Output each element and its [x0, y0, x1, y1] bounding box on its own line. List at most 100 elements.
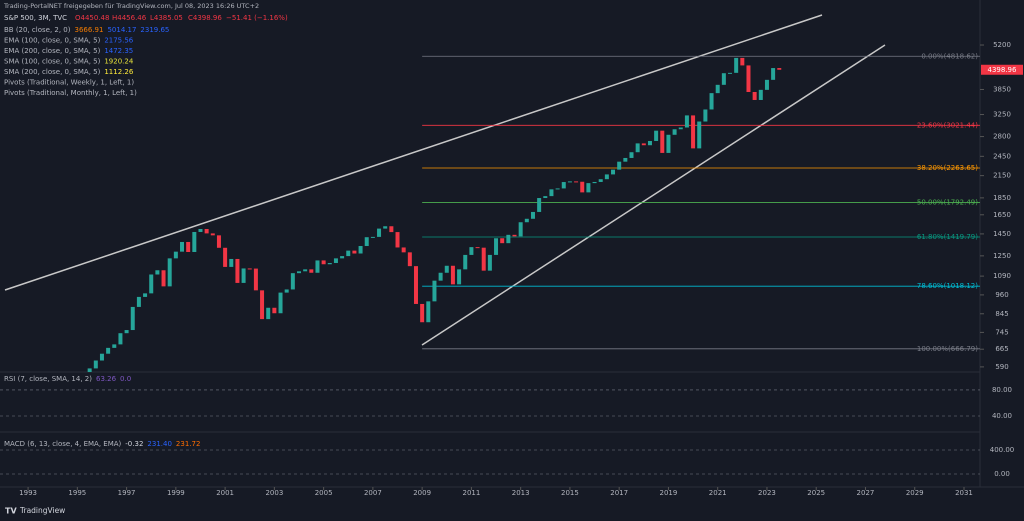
candle [229, 258, 234, 267]
trend-line [4, 14, 823, 291]
indicator-name: BB (20, close, 2, 0) [4, 26, 71, 34]
candle [672, 129, 677, 135]
candle [124, 330, 129, 334]
candle [641, 143, 646, 146]
x-tick-label: 2005 [315, 489, 333, 497]
candle [87, 368, 92, 372]
candle [340, 256, 345, 259]
fib-label: 78.60%(1018.12) [917, 282, 978, 290]
candle [691, 115, 696, 149]
x-tick-label: 1997 [118, 489, 136, 497]
candle [728, 72, 733, 74]
indicator-name: Pivots (Traditional, Monthly, 1, Left, 1… [4, 89, 137, 97]
candle [457, 269, 462, 285]
pane-value: 231.40 [147, 440, 172, 448]
candle [647, 140, 652, 146]
candle [463, 254, 468, 270]
candle [112, 344, 117, 348]
brand-logo: TV [5, 507, 17, 516]
candle [272, 307, 277, 314]
candle [543, 196, 548, 199]
candle [654, 130, 659, 141]
candle [469, 247, 474, 255]
candle [186, 241, 191, 253]
x-tick-label: 2029 [906, 489, 924, 497]
candle [346, 250, 351, 257]
y-tick-label: 80.00 [992, 386, 1012, 394]
y-tick-label: 1450 [993, 230, 1011, 238]
indicator-value: 2319.65 [140, 26, 169, 34]
candle [253, 268, 258, 291]
indicator-name: SMA (200, close, 0, SMA, 5) [4, 68, 101, 76]
candle [180, 241, 185, 252]
ohlc-value: L4385.05 [150, 14, 183, 22]
candle [629, 152, 634, 158]
candle [426, 301, 431, 323]
y-tick-label: 2450 [993, 152, 1011, 160]
fib-label: 0.00%(4818.62) [921, 52, 978, 60]
y-tick-label: 5200 [993, 41, 1011, 49]
x-tick-label: 2009 [413, 489, 431, 497]
indicator-value: 5014.17 [107, 26, 136, 34]
candle [764, 79, 769, 90]
candle [678, 127, 683, 130]
candle [155, 270, 160, 275]
candle [395, 232, 400, 248]
indicator-value: 1920.24 [104, 58, 133, 66]
candle [611, 169, 616, 175]
candle [567, 181, 572, 183]
pane-value: 0.0 [120, 375, 131, 383]
candle [598, 179, 603, 182]
candle [192, 231, 197, 253]
candle [487, 254, 492, 271]
candle [130, 306, 135, 331]
candle [321, 260, 326, 265]
candle [555, 188, 560, 190]
candle [561, 182, 566, 189]
candle [309, 269, 314, 273]
y-tick-label: 745 [995, 328, 1008, 336]
candle [617, 161, 622, 170]
candle [524, 218, 529, 223]
candle [377, 228, 382, 237]
candle [370, 236, 375, 238]
candle [475, 247, 480, 249]
candle [210, 233, 215, 236]
candle [432, 280, 437, 302]
candle [512, 234, 517, 237]
candle [93, 360, 98, 369]
y-tick-label: 1850 [993, 194, 1011, 202]
candle [586, 183, 591, 193]
x-tick-label: 2021 [709, 489, 727, 497]
y-tick-label: 2800 [993, 133, 1011, 141]
y-tick-label: 2150 [993, 172, 1011, 180]
y-tick-label: 3250 [993, 111, 1011, 119]
y-tick-label: 960 [995, 291, 1008, 299]
candle [666, 134, 671, 153]
candle [549, 189, 554, 197]
candle [660, 130, 665, 153]
candle [481, 247, 486, 271]
candle [358, 246, 363, 254]
candle [413, 266, 418, 304]
candle [438, 272, 443, 281]
pane-name: RSI (7, close, SMA, 14, 2) [4, 375, 92, 383]
pane-value: -0.32 [125, 440, 143, 448]
candle [530, 211, 535, 219]
indicator-value: 3666.91 [75, 26, 104, 34]
x-tick-label: 1993 [19, 489, 37, 497]
x-tick-label: 2015 [561, 489, 579, 497]
fib-label: 50.00%(1792.49) [917, 199, 978, 207]
y-tick-label: 400.00 [990, 446, 1015, 454]
x-tick-label: 2023 [758, 489, 776, 497]
candle [241, 268, 246, 283]
y-tick-label: 1090 [993, 272, 1011, 280]
candle [407, 252, 412, 267]
watermark: Trading-PortalNET freigegeben für Tradin… [3, 2, 259, 10]
candle [574, 181, 579, 183]
candle [278, 292, 283, 314]
candle [703, 109, 708, 122]
y-tick-label: 1650 [993, 211, 1011, 219]
candle [580, 181, 585, 193]
candle [444, 265, 449, 273]
